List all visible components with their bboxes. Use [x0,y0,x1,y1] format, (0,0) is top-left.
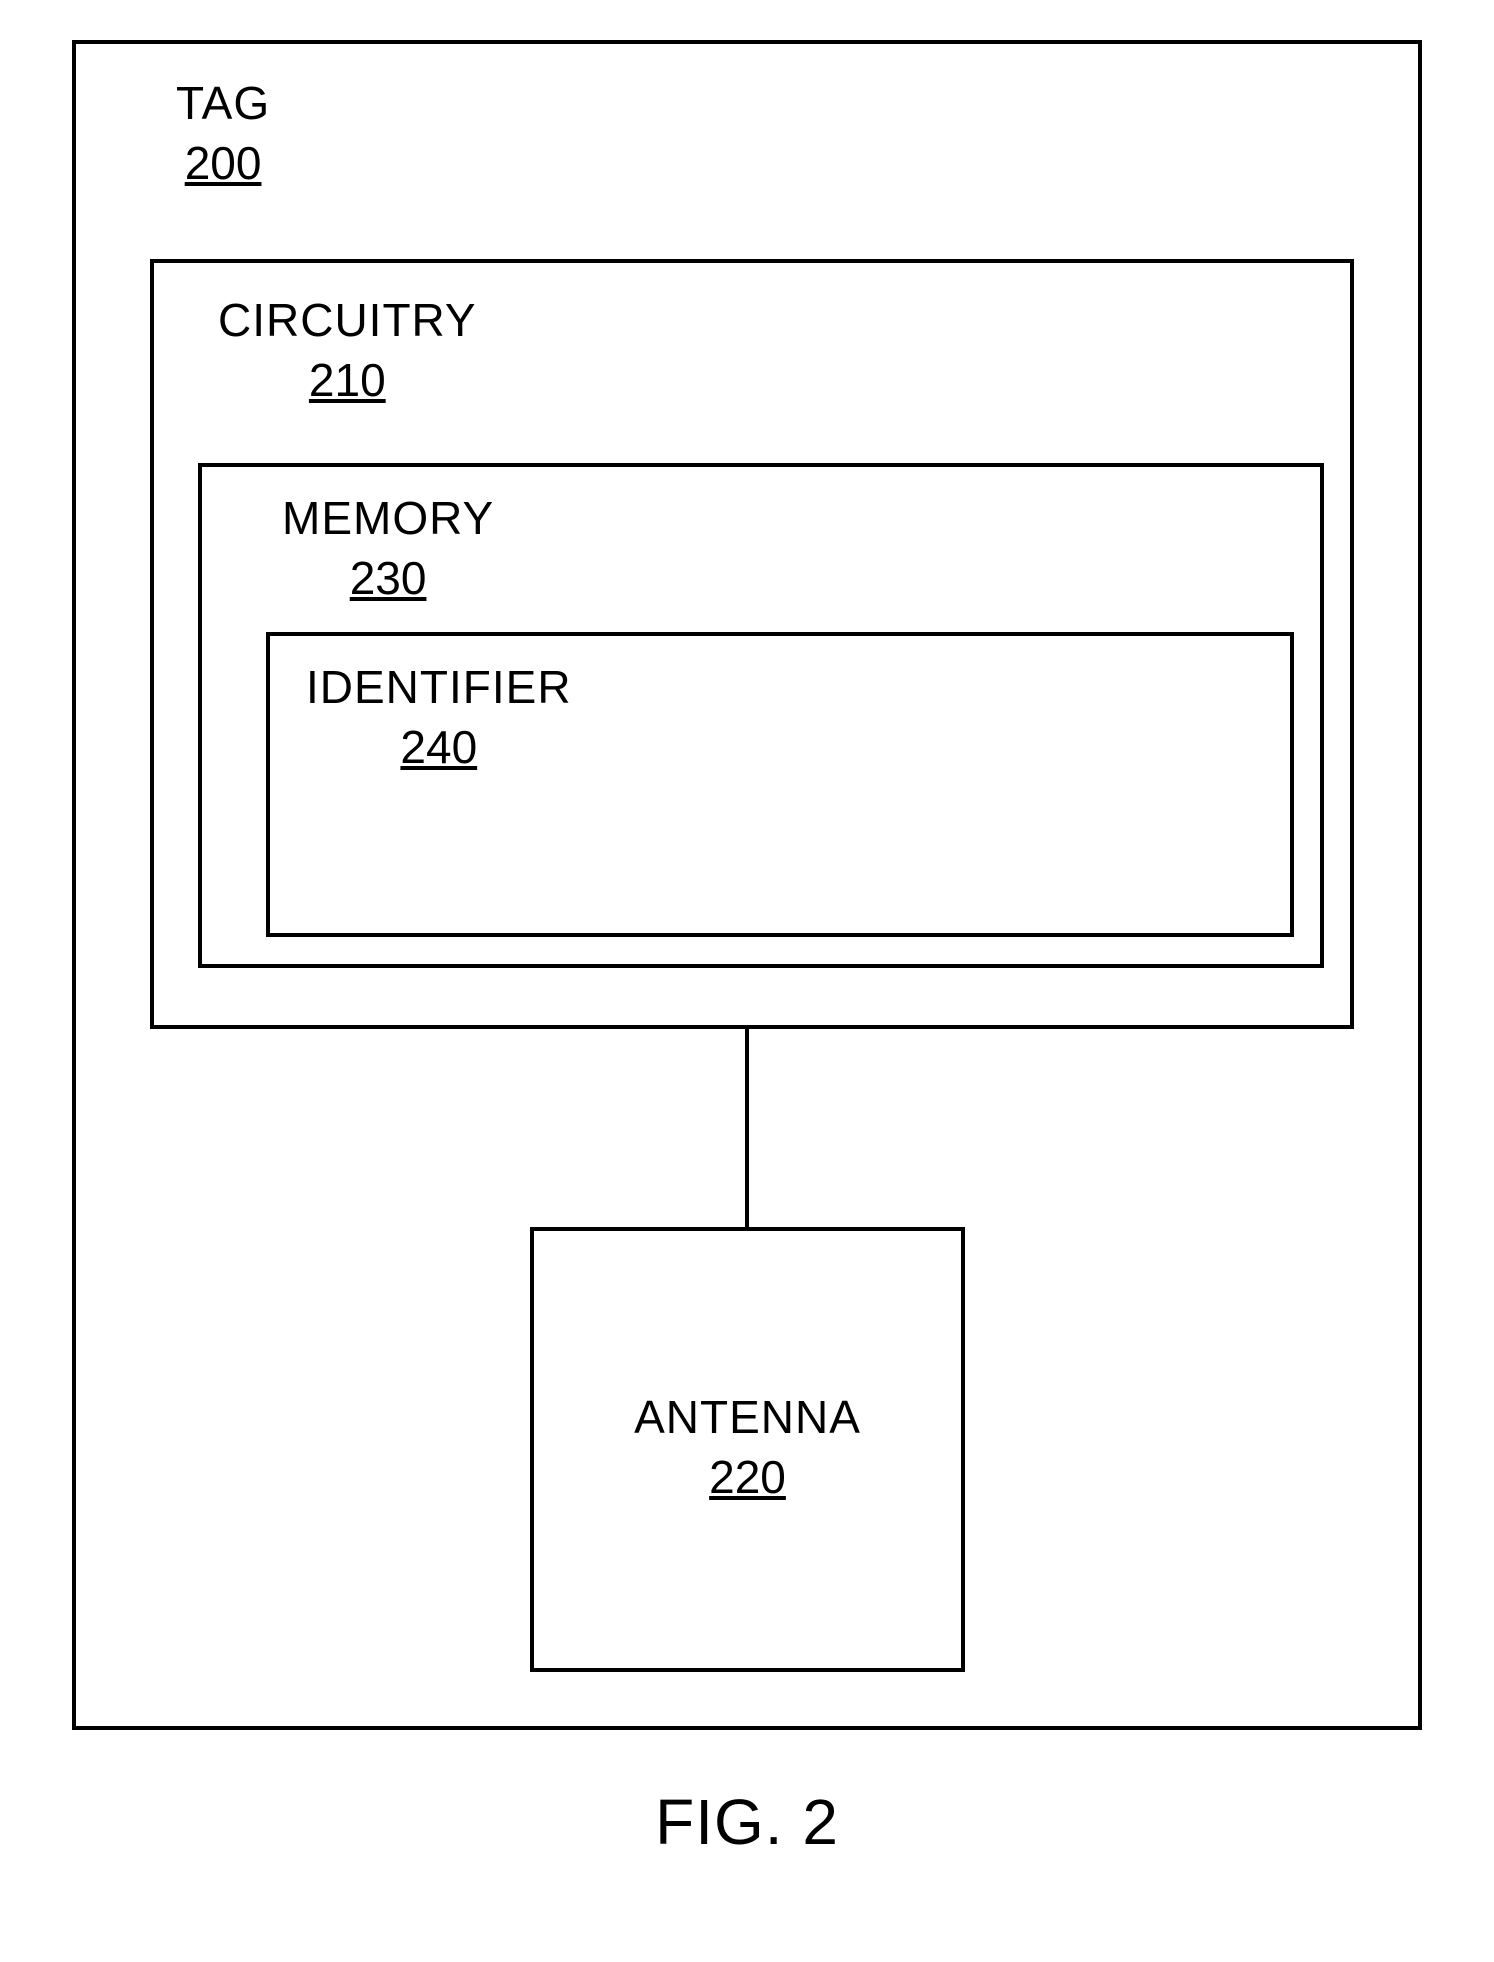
identifier-title: IDENTIFIER [306,661,572,713]
tag-label-block: TAG 200 [176,76,270,196]
tag-title: TAG [176,77,270,129]
identifier-label-block: IDENTIFIER 240 [306,660,572,780]
circuitry-box: CIRCUITRY 210 MEMORY 230 IDENTIFIER 240 [150,259,1354,1029]
tag-outer-box: TAG 200 CIRCUITRY 210 MEMORY 230 IDENTIF… [72,40,1422,1730]
memory-box: MEMORY 230 IDENTIFIER 240 [198,463,1324,968]
antenna-title: ANTENNA [634,1391,861,1443]
figure-caption: FIG. 2 [0,1785,1494,1859]
memory-title: MEMORY [282,492,494,544]
circuitry-title: CIRCUITRY [218,294,477,346]
identifier-box: IDENTIFIER 240 [266,632,1294,937]
memory-number: 230 [282,546,494,610]
circuitry-label-block: CIRCUITRY 210 [218,293,477,413]
identifier-number: 240 [306,715,572,779]
memory-label-block: MEMORY 230 [282,491,494,611]
connector-line [745,1029,749,1227]
antenna-label-block: ANTENNA 220 [634,1390,861,1510]
tag-number: 200 [176,131,270,195]
antenna-number: 220 [634,1445,861,1509]
antenna-box: ANTENNA 220 [530,1227,965,1672]
circuitry-number: 210 [218,348,477,412]
